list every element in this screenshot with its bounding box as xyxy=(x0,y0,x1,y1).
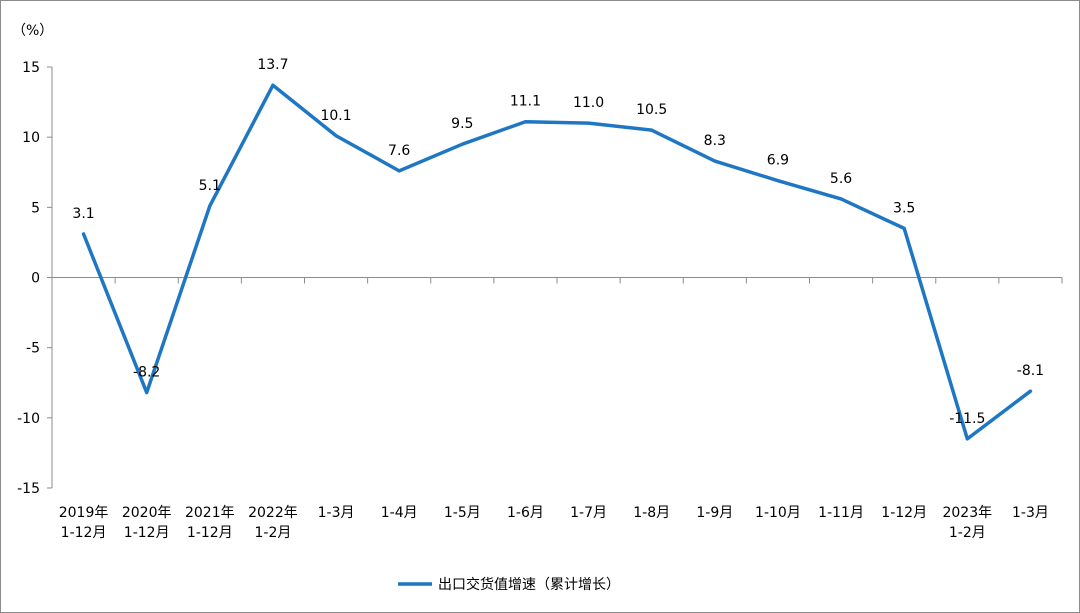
data-label: 7.6 xyxy=(388,143,410,159)
series-lines xyxy=(81,83,1033,441)
x-category-label: 1-6月 xyxy=(507,505,544,521)
data-label: 6.9 xyxy=(767,153,789,169)
x-category-label: 1-12月 xyxy=(124,525,170,541)
data-point xyxy=(1028,389,1032,393)
data-point xyxy=(587,121,591,125)
data-point xyxy=(271,83,275,87)
x-category-label: 1-2月 xyxy=(949,525,986,541)
data-point xyxy=(334,134,338,138)
data-point xyxy=(965,437,969,441)
y-axis-unit-label: （%） xyxy=(12,23,53,39)
x-category-label: 1-12月 xyxy=(881,505,927,521)
data-label: 9.5 xyxy=(451,116,473,132)
data-point xyxy=(776,179,780,183)
series-line xyxy=(81,83,1033,441)
data-point xyxy=(397,169,401,173)
y-tick-label: -10 xyxy=(17,411,40,427)
data-point xyxy=(523,120,527,124)
x-category-label: 1-4月 xyxy=(381,505,418,521)
y-tick-label: 5 xyxy=(31,200,40,216)
y-tick-labels: 15 10 5 0 -5 -10 -15 xyxy=(17,60,40,497)
data-labels: 3.1 -8.2 5.1 13.7 10.1 7.6 9.5 11.1 11.0 10.5 8.3 6… xyxy=(72,57,1044,427)
x-category-label: 1-9月 xyxy=(696,505,733,521)
x-category-label: 2019年 xyxy=(59,505,109,521)
y-tick-label: -15 xyxy=(17,481,40,497)
y-tick-label: -5 xyxy=(26,341,40,357)
x-category-label: 1-3月 xyxy=(1012,505,1049,521)
data-label: -11.5 xyxy=(949,411,985,427)
data-label: 10.1 xyxy=(320,108,351,124)
x-category-label: 1-3月 xyxy=(318,505,355,521)
data-point xyxy=(902,226,906,230)
data-point xyxy=(460,142,464,146)
data-label: 13.7 xyxy=(257,57,288,73)
x-category-label: 1-5月 xyxy=(444,505,481,521)
data-label: 3.1 xyxy=(72,206,94,222)
data-label: -8.2 xyxy=(133,365,160,381)
data-label: -8.1 xyxy=(1017,363,1044,379)
x-category-label: 2023年 xyxy=(942,505,992,521)
y-tick-label: 15 xyxy=(22,60,40,76)
y-tick-label: 0 xyxy=(31,271,40,287)
data-point xyxy=(650,128,654,132)
data-point xyxy=(713,159,717,163)
x-category-label: 2021年 xyxy=(185,505,235,521)
x-category-label: 1-12月 xyxy=(61,525,107,541)
x-category-label: 1-8月 xyxy=(633,505,670,521)
data-point xyxy=(145,391,149,395)
data-label: 10.5 xyxy=(636,102,667,118)
data-label: 8.3 xyxy=(704,133,726,149)
x-category-label: 2022年 xyxy=(248,505,298,521)
data-label: 11.0 xyxy=(573,95,604,111)
data-label: 11.1 xyxy=(510,94,541,110)
x-category-label: 1-12月 xyxy=(187,525,233,541)
legend: 出口交货值增速（累计增长） xyxy=(398,576,620,593)
x-category-label: 1-2月 xyxy=(255,525,292,541)
x-category-label: 1-11月 xyxy=(818,505,864,521)
data-point xyxy=(82,232,86,236)
legend-label: 出口交货值增速（累计增长） xyxy=(438,576,620,593)
axes xyxy=(47,66,1063,489)
data-label: 5.6 xyxy=(830,171,852,187)
x-category-label: 1-7月 xyxy=(570,505,607,521)
x-category-labels: 2019年 1-12月 2020年 1-12月 2021年 1-12月 2022年 1-2月 1… xyxy=(59,505,1049,541)
data-point xyxy=(839,197,843,201)
y-tick-label: 10 xyxy=(22,130,40,146)
x-category-label: 2020年 xyxy=(122,505,172,521)
data-label: 5.1 xyxy=(199,178,221,194)
data-label: 3.5 xyxy=(893,200,915,216)
x-category-label: 1-10月 xyxy=(755,505,801,521)
data-point xyxy=(208,204,212,208)
